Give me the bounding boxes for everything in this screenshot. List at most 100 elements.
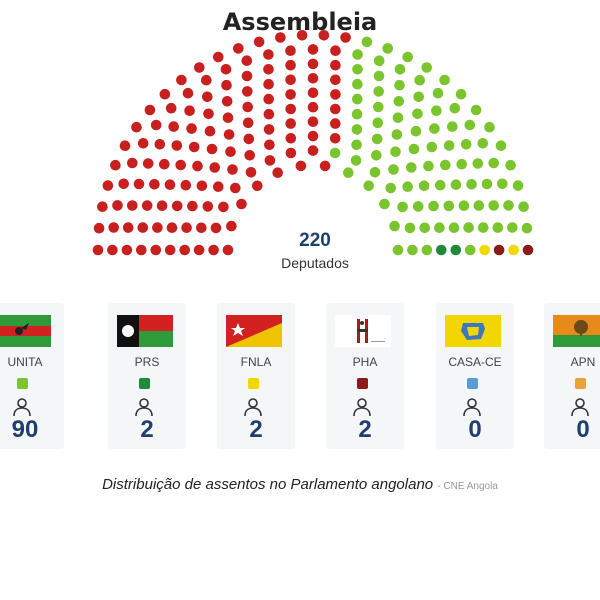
seat-dot [204, 125, 216, 137]
seat-dot [179, 244, 190, 256]
seat-dot [112, 200, 123, 211]
party-seats: 90 [11, 416, 39, 443]
seat-dot [285, 89, 296, 100]
seat-dot [330, 103, 341, 115]
seat-dot [372, 117, 384, 129]
seat-dot [150, 119, 162, 131]
seat-dot [492, 222, 504, 233]
seat-dot [164, 244, 176, 256]
seat-dot [307, 44, 319, 55]
seat-dot [142, 158, 154, 169]
seat-dot [241, 70, 253, 82]
seat-dot [379, 198, 390, 210]
seat-dot [223, 129, 235, 140]
seat-dot [307, 101, 319, 113]
seat-dot [466, 179, 477, 190]
seat-dot [307, 73, 319, 84]
seat-dot [473, 200, 485, 211]
seat-dot [245, 167, 257, 178]
seat-dot [329, 147, 341, 159]
seat-dot [488, 157, 500, 169]
seat-dot [136, 244, 147, 256]
seat-dot [428, 200, 439, 212]
seat-dot [456, 158, 468, 170]
seat-dot [505, 159, 516, 171]
caption: Distribuição de assentos no Parlamento a… [0, 476, 600, 493]
seat-dot [168, 121, 179, 132]
party-card-pha[interactable]: PHA 2 [326, 303, 404, 449]
seat-dot [329, 133, 341, 144]
seat-dot [186, 123, 197, 134]
seat-dot [264, 139, 275, 151]
seat-dot [391, 129, 403, 140]
seat-dot [230, 182, 241, 194]
casa-ce-flag-icon [445, 315, 501, 347]
seat-dot [307, 87, 319, 99]
seat-dot [220, 64, 232, 75]
seat-dot [121, 244, 133, 256]
party-card-casa-ce[interactable]: CASA-CE 0 [436, 303, 514, 449]
seat-dot [488, 200, 500, 211]
seat-dot [412, 108, 423, 120]
seat-dot [307, 116, 319, 127]
seat-dot [472, 158, 484, 169]
seat-dot [518, 201, 529, 212]
party-color-dot [248, 378, 259, 389]
seat-dot [423, 160, 434, 172]
seat-dot [137, 138, 149, 149]
seat-dot [285, 103, 297, 115]
seat-dot [272, 167, 284, 178]
seat-dot [285, 45, 296, 56]
hemicycle-chart [92, 30, 534, 256]
party-color-dot [357, 378, 368, 389]
seat-dot [196, 180, 208, 192]
seat-dot [371, 133, 383, 145]
seat-dot [394, 79, 405, 91]
seat-dot [390, 146, 401, 157]
seat-dot [176, 74, 187, 86]
seat-dot [242, 101, 253, 113]
seat-dot [369, 167, 381, 178]
seat-dot [429, 123, 440, 134]
seat-dot [188, 141, 200, 153]
seat-dot [484, 121, 495, 133]
seat-dot [296, 30, 308, 41]
seat-dot [180, 179, 192, 191]
seat-dot [447, 121, 458, 132]
person-icon [135, 398, 153, 417]
seat-dot [385, 182, 397, 194]
party-card-unita[interactable]: UNITA 90 [0, 303, 64, 449]
seat-dot [330, 45, 341, 56]
seat-dot [192, 160, 203, 172]
seat-dot [193, 244, 205, 256]
seat-dot [295, 160, 307, 172]
party-card-fnla[interactable]: FNLA 2 [217, 303, 295, 449]
seat-dot [137, 222, 149, 233]
party-card-prs[interactable]: PRS 2 [108, 303, 186, 449]
person-icon [463, 398, 481, 417]
seat-dot [351, 139, 362, 151]
party-card-apn[interactable]: APN 0 [544, 303, 600, 449]
seat-dot [330, 74, 341, 86]
seat-dot [144, 104, 156, 116]
seat-dot [402, 181, 414, 192]
unita-flag-icon [0, 315, 51, 347]
seat-dot [352, 78, 363, 90]
seat-dot [118, 178, 129, 190]
fnla-flag-icon [226, 315, 282, 347]
seat-dot [512, 180, 524, 191]
seat-dot [439, 74, 450, 86]
seat-dot [92, 244, 104, 256]
seat-dot [373, 55, 385, 66]
seat-dot [431, 105, 442, 116]
seat-dot [455, 88, 467, 100]
seat-dot [164, 179, 176, 190]
seat-dot [507, 222, 518, 233]
seat-dot [373, 70, 385, 82]
seat-dot [340, 32, 351, 43]
seat-dot [251, 180, 263, 192]
seat-dot [263, 93, 275, 105]
seat-dot [449, 102, 461, 114]
seat-dot [110, 159, 121, 171]
seat-dot [407, 244, 418, 256]
